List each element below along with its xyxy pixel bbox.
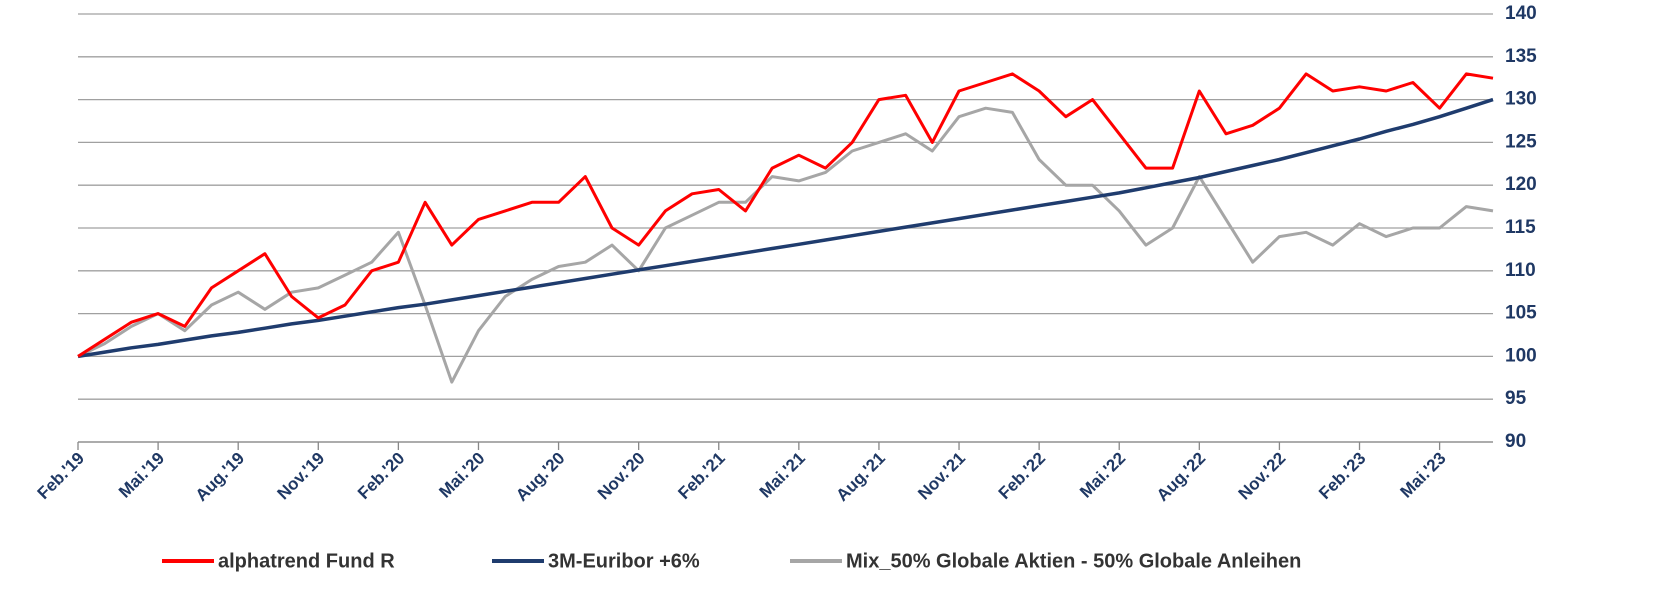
x-tick-label: Feb.'20 [354,449,408,503]
legend-label: Mix_50% Globale Aktien - 50% Globale Anl… [846,550,1301,572]
legend-label: 3M-Euribor +6% [548,550,700,572]
x-tick-label: Aug.'19 [192,449,248,505]
x-tick-label: Aug.'21 [833,449,889,505]
x-tick-label: Nov.'20 [594,449,649,504]
x-tick-label: Mai.'20 [435,449,488,502]
x-tick-label: Nov.'19 [273,449,328,504]
y-tick-label: 110 [1505,260,1536,281]
x-tick-label: Mai.'23 [1397,449,1450,502]
series-line [77,72,1494,358]
y-tick-label: 90 [1505,431,1526,452]
x-tick-label: Nov.'21 [914,449,969,504]
y-tick-label: 120 [1505,174,1537,195]
y-tick-label: 130 [1505,89,1537,110]
series-line [77,97,1494,359]
y-tick-label: 105 [1505,303,1537,324]
series-line [77,106,1494,384]
x-tick-label: Nov.'22 [1235,449,1290,504]
x-tick-label: Aug.'20 [512,449,568,505]
x-tick-label: Mai.'19 [115,449,168,502]
x-tick-label: Feb.'21 [674,449,728,503]
y-tick-label: 125 [1505,131,1537,152]
x-tick-label: Mai.'22 [1076,449,1129,502]
x-tick-label: Feb.'22 [995,449,1049,503]
y-tick-label: 140 [1505,3,1537,24]
y-tick-label: 135 [1505,46,1537,67]
y-tick-label: 100 [1505,345,1537,366]
y-tick-label: 95 [1505,388,1527,409]
x-tick-label: Feb.'23 [1315,449,1369,503]
y-tick-label: 115 [1505,217,1536,238]
x-tick-label: Mai.'21 [756,449,809,502]
legend-label: alphatrend Fund R [218,550,395,572]
x-tick-label: Feb.'19 [34,449,88,503]
x-tick-label: Aug.'22 [1153,449,1209,505]
